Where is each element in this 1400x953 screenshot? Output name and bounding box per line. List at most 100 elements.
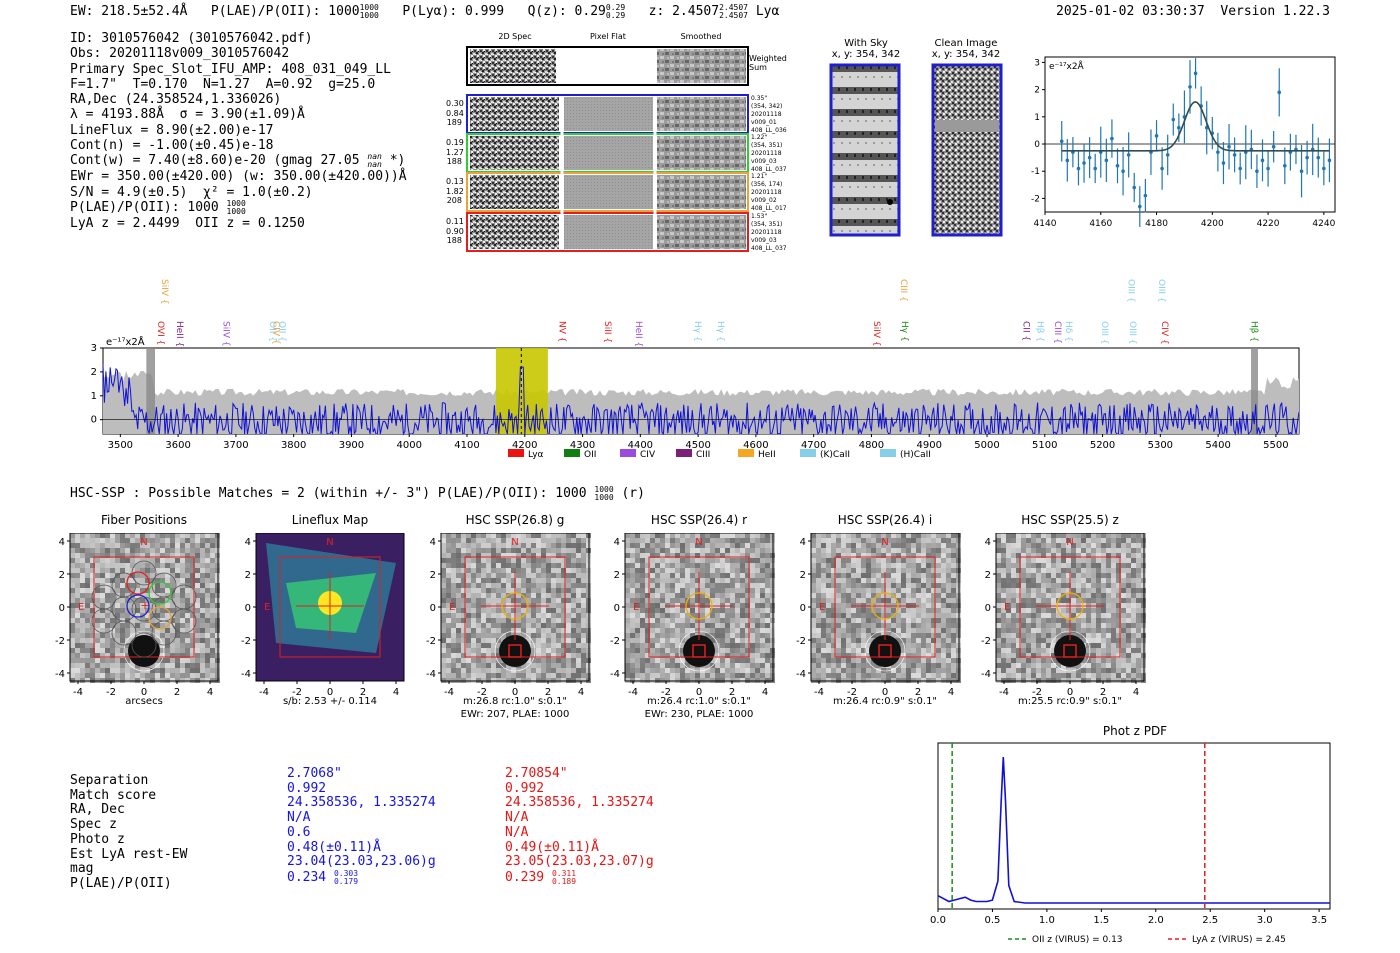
hsc-pixel [531, 608, 536, 613]
hsc-pixel [80, 618, 85, 623]
hsc-pixel [936, 618, 941, 623]
hsc-pixel [461, 583, 466, 588]
hsc-pixel [165, 663, 170, 668]
hsc-pixel [645, 633, 650, 638]
hsc-pixel [536, 548, 541, 553]
hsc-pixel [1091, 533, 1096, 538]
hsc-pixel [730, 668, 735, 673]
hsc-pixel [710, 553, 715, 558]
hsc-pixel [1001, 548, 1006, 553]
hsc-pixel [856, 548, 861, 553]
hsc-pixel [866, 643, 871, 648]
hsc-pixel [100, 608, 105, 613]
hsc-title-hi: 1000 [594, 485, 614, 494]
hsc-pixel [625, 598, 630, 603]
hsc-pixel [745, 568, 750, 573]
hsc-pixel [836, 618, 841, 623]
hsc-pixel [846, 673, 851, 678]
hsc-pixel [125, 658, 130, 663]
hsc-pixel [576, 603, 581, 608]
hsc-pixel [110, 663, 115, 668]
hsc-pixel [180, 663, 185, 668]
hsc-pixel [720, 638, 725, 643]
hsc-pixel [836, 633, 841, 638]
hsc-pixel [471, 643, 476, 648]
hsc-pixel [886, 608, 891, 613]
hsc-pixel [926, 608, 931, 613]
hsc-pixel [826, 608, 831, 613]
hsc-pixel [911, 623, 916, 628]
hsc-pixel [720, 608, 725, 613]
hsc-ytick-label: 2 [800, 570, 806, 581]
hsc-pixel [120, 568, 125, 573]
hsc-pixel [851, 623, 856, 628]
hsc-pixel [110, 583, 115, 588]
spec-cutouts-graphic [466, 46, 749, 252]
hsc-pixel [931, 633, 936, 638]
hsc-pixel [536, 668, 541, 673]
compass-n: N [326, 537, 333, 548]
hsc-pixel [710, 668, 715, 673]
hsc-pixel [745, 533, 750, 538]
hsc-pixel [1046, 633, 1051, 638]
hsc-pixel [566, 643, 571, 648]
hsc-pixel [486, 648, 491, 653]
hsc-pixel [130, 668, 135, 673]
hsc-pixel [675, 673, 680, 678]
hsc-pixel [685, 553, 690, 558]
hsc-pixel [1136, 613, 1141, 618]
hsc-pixel [511, 608, 516, 613]
hsc-pixel [1031, 663, 1036, 668]
hsc-pixel [105, 588, 110, 593]
hsc-pixel [876, 583, 881, 588]
hsc-pixel [836, 648, 841, 653]
hsc-pixel [1056, 558, 1061, 563]
hsc-pixel [1116, 628, 1121, 633]
hsc-pixel [625, 543, 630, 548]
hsc-pixel [921, 643, 926, 648]
hsc-pixel [466, 633, 471, 638]
hsc-pixel [931, 638, 936, 643]
hsc-pixel [1016, 558, 1021, 563]
hsc-pixel [871, 618, 876, 623]
hsc-pixel [1071, 673, 1076, 678]
hsc-pixel [1091, 663, 1096, 668]
hsc-pixel [441, 543, 446, 548]
hsc-pixel [951, 653, 956, 658]
hsc-pixel [765, 558, 770, 563]
hsc-pixel [1116, 613, 1121, 618]
hsc-pixel [556, 598, 561, 603]
row0-v2: 189 [446, 118, 462, 127]
hsc-pixel [821, 653, 826, 658]
hsc-pixel [135, 563, 140, 568]
hsc-pixel [625, 633, 630, 638]
zoom-point [1305, 155, 1309, 160]
hsc-pixel [1001, 578, 1006, 583]
hsc-pixel [720, 573, 725, 578]
hsc-pixel [866, 633, 871, 638]
hsc-pixel [546, 588, 551, 593]
hsc-pixel [571, 633, 576, 638]
hsc-pixel [1116, 608, 1121, 613]
hsc-pixel [210, 573, 215, 578]
hsc-pixel [760, 533, 765, 538]
hsc-pixel [95, 628, 100, 633]
hsc-pixel [491, 578, 496, 583]
hsc-pixel [841, 533, 846, 538]
row2-m1: (356, 174) [751, 181, 783, 188]
hsc-pixel [745, 633, 750, 638]
hsc-pixel [881, 623, 886, 628]
hsc-pixel [710, 658, 715, 663]
hsc-pixel [685, 673, 690, 678]
hsc-pixel [1041, 613, 1046, 618]
hsc-pixel [70, 653, 75, 658]
hsc-pixel [695, 573, 700, 578]
hsc-pixel [1116, 558, 1121, 563]
hsc-pixel [526, 598, 531, 603]
hsc-pixel [921, 558, 926, 563]
hsc-pixel [1071, 598, 1076, 603]
hsc-pixel [1026, 628, 1031, 633]
hsc-pixel [80, 553, 85, 558]
hsc-pixel [700, 533, 705, 538]
hsc-pixel [906, 613, 911, 618]
